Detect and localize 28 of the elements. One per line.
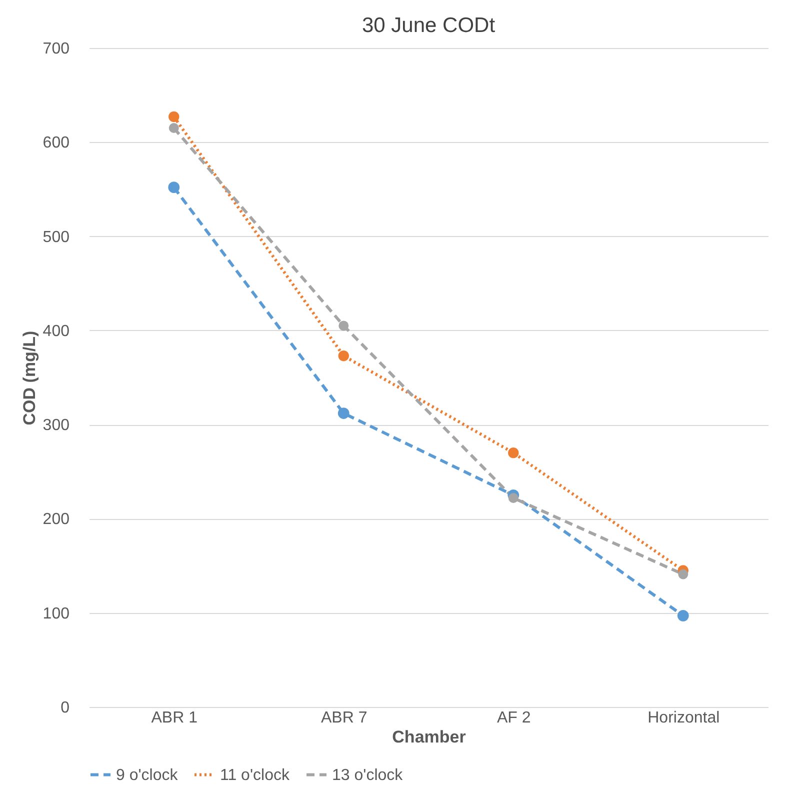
- point: [168, 111, 180, 122]
- x-tick-label: ABR 1: [151, 710, 198, 726]
- legend-label: 9 o'clock: [116, 766, 179, 784]
- point: [338, 320, 349, 331]
- y-tick-label: 600: [42, 134, 70, 152]
- point: [168, 182, 180, 194]
- x-tick-label: ABR 7: [321, 710, 368, 726]
- y-tick-label: 400: [42, 322, 70, 340]
- legend-label: 11 o'clock: [220, 766, 290, 784]
- y-tick-label: 100: [42, 605, 70, 622]
- y-axis-title: COD (mg/L): [20, 330, 39, 426]
- y-tick-label: 300: [42, 417, 70, 434]
- y-tick-label: 700: [42, 40, 70, 58]
- y-tick-label: 200: [42, 511, 70, 528]
- point: [677, 610, 689, 622]
- y-tick-label: 0: [60, 700, 70, 716]
- legend-label: 13 o'clock: [332, 766, 404, 784]
- chart-title: 30 June CODt: [362, 14, 496, 37]
- x-tick-label: Horizontal: [648, 710, 720, 726]
- y-tick-label: 500: [42, 228, 70, 246]
- point: [508, 493, 518, 503]
- point: [508, 447, 519, 458]
- point: [168, 123, 179, 134]
- x-axis-title: Chamber: [392, 728, 466, 746]
- point: [678, 569, 688, 580]
- point: [338, 350, 349, 362]
- point: [338, 408, 350, 419]
- x-tick-label: AF 2: [496, 710, 531, 726]
